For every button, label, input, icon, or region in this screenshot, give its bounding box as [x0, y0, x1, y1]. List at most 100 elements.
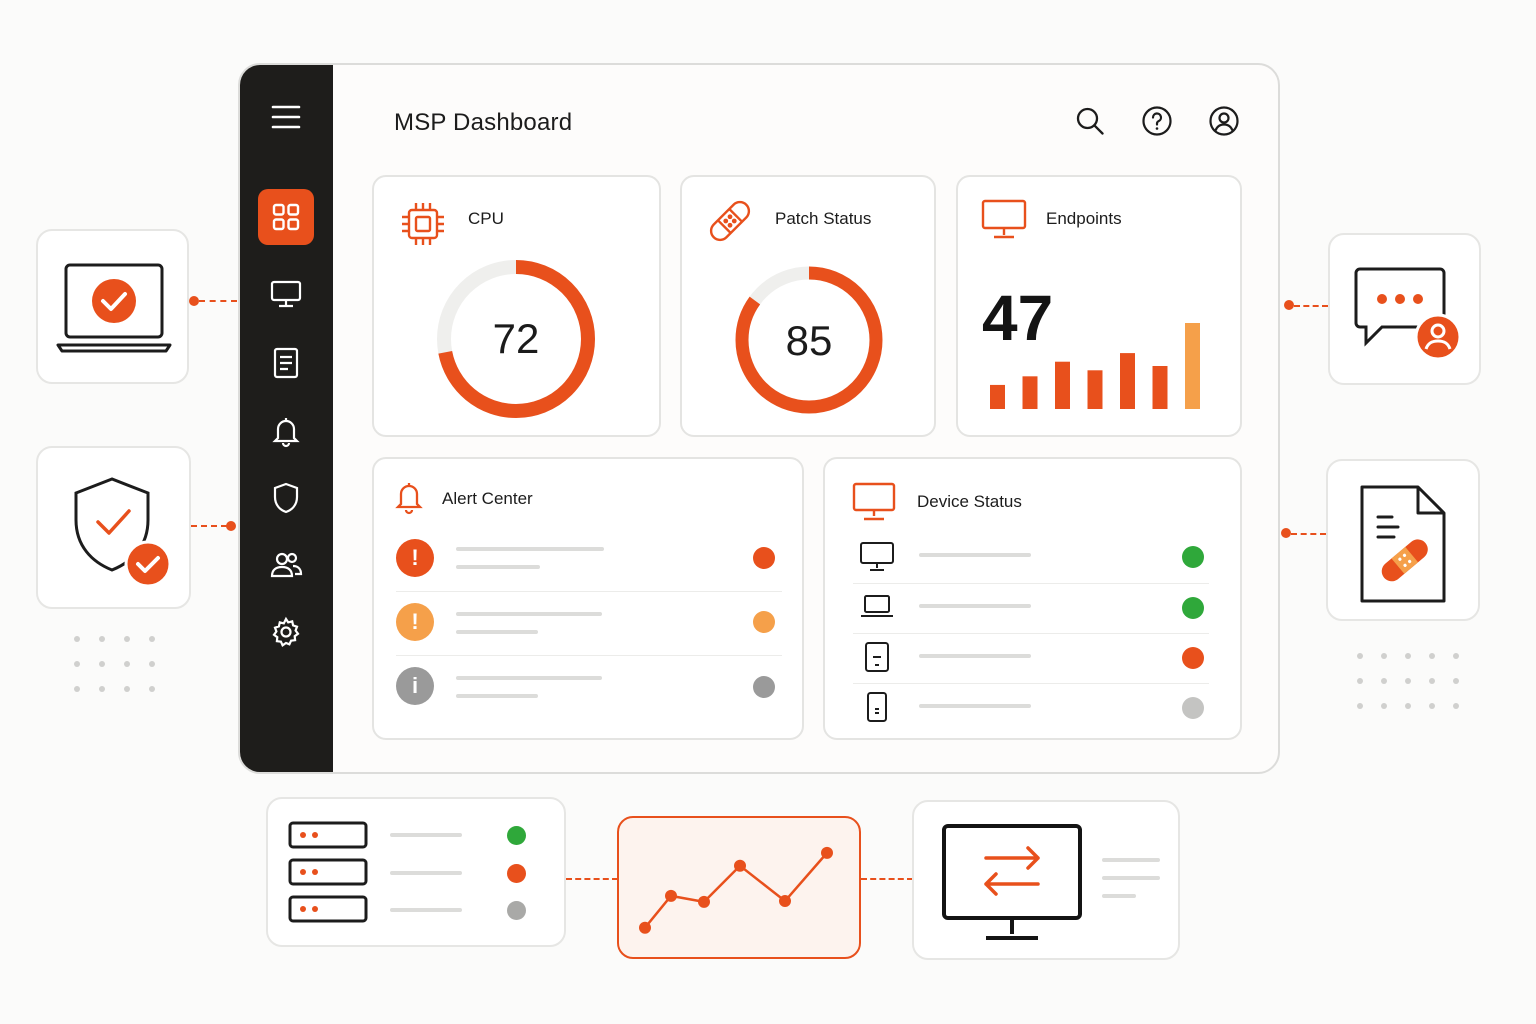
decorative-dot — [1405, 678, 1411, 684]
support-chat-card — [1328, 233, 1481, 385]
decorative-dot — [149, 661, 155, 667]
sidebar-item-dashboard[interactable] — [258, 189, 314, 245]
patch-status-title: Patch Status — [775, 209, 872, 228]
cpu-gauge-arc — [437, 260, 595, 418]
decorative-dot — [1357, 703, 1363, 709]
divider — [853, 683, 1209, 684]
decorative-dot — [74, 636, 80, 642]
trend-point — [779, 895, 791, 908]
decorative-dot — [149, 636, 155, 642]
server-status-dot — [507, 864, 526, 883]
endpoint-bar — [1120, 353, 1135, 409]
decorative-dot — [1429, 703, 1435, 709]
cpu-card[interactable]: CPU 72 — [372, 175, 661, 437]
endpoint-bar — [1087, 370, 1103, 409]
connector-line — [861, 878, 913, 880]
dashboard-grid-icon — [272, 203, 300, 231]
alert-status-dot — [753, 547, 775, 569]
decorative-dot — [1453, 703, 1459, 709]
patch-gauge — [735, 266, 883, 414]
trend-point — [734, 859, 746, 872]
patch-gauge-arc — [735, 266, 883, 414]
decorative-dot — [1357, 678, 1363, 684]
decorative-dot — [74, 686, 80, 692]
endpoints-card[interactable]: Endpoints 47 — [956, 175, 1242, 437]
endpoint-monitor-icon — [981, 199, 1027, 239]
alert-status-dot — [753, 611, 775, 633]
decorative-dot — [1453, 653, 1459, 659]
connector-line — [566, 878, 618, 880]
decorative-dot — [149, 686, 155, 692]
search-button[interactable] — [1074, 105, 1106, 137]
page-title: MSP Dashboard — [394, 109, 573, 136]
decorative-dot — [1405, 703, 1411, 709]
decorative-dot — [1429, 653, 1435, 659]
endpoints-title: Endpoints — [1046, 209, 1122, 228]
tablet-icon — [865, 642, 889, 672]
trend-point — [821, 846, 833, 859]
patch-value: 85 — [785, 317, 833, 364]
cpu-value: 72 — [492, 315, 540, 362]
trend-point — [698, 895, 710, 908]
bell-icon — [272, 418, 300, 448]
help-button[interactable] — [1141, 105, 1173, 137]
sidebar-item-reports[interactable] — [258, 335, 314, 391]
user-account-button[interactable] — [1208, 105, 1240, 137]
warning-alert-icon: ! — [396, 603, 434, 641]
transfer-text-placeholder — [1102, 858, 1160, 862]
endpoints-count: 47 — [982, 282, 1054, 354]
endpoint-bar — [1022, 376, 1038, 409]
data-transfer-card — [912, 800, 1180, 960]
decorative-dot — [124, 661, 130, 667]
decorative-dot — [99, 636, 105, 642]
connector-dot — [189, 296, 199, 306]
patch-status-card[interactable]: Patch Status 85 — [680, 175, 936, 437]
info-alert-icon: i — [396, 667, 434, 705]
shield-icon — [273, 482, 299, 514]
decorative-dot — [124, 686, 130, 692]
divider — [853, 583, 1209, 584]
help-icon — [1142, 106, 1172, 136]
decorative-dot — [1429, 678, 1435, 684]
monitor-icon — [270, 280, 302, 308]
divider — [853, 633, 1209, 634]
sidebar-item-settings[interactable] — [258, 604, 314, 660]
decorative-dot — [99, 686, 105, 692]
server-status-dot — [507, 826, 526, 845]
sidebar-item-users[interactable] — [258, 537, 314, 593]
alert-center-title: Alert Center — [442, 489, 533, 508]
laptop-check-icon — [56, 263, 172, 353]
bandage-icon — [709, 200, 751, 242]
user-account-icon — [1209, 106, 1239, 136]
server-name-placeholder — [390, 833, 462, 837]
sidebar-item-devices[interactable] — [258, 266, 314, 322]
endpoint-bar — [1055, 361, 1070, 409]
device-status-dot — [1182, 697, 1204, 719]
trend-chart-card[interactable] — [617, 816, 861, 959]
divider — [396, 591, 782, 592]
decorative-dot — [74, 661, 80, 667]
patch-document-icon — [1360, 485, 1446, 603]
phone-icon — [867, 692, 887, 722]
alert-subtext-placeholder — [456, 630, 538, 634]
server-status-dot — [507, 901, 526, 920]
device-name-placeholder — [919, 553, 1031, 557]
connector-line — [191, 525, 227, 527]
menu-button[interactable] — [258, 89, 314, 145]
endpoint-bar — [1185, 323, 1200, 409]
connector-line — [1294, 305, 1328, 307]
device-name-placeholder — [919, 704, 1031, 708]
decorative-dot — [1381, 678, 1387, 684]
decorative-dot — [1381, 703, 1387, 709]
critical-alert-icon: ! — [396, 539, 434, 577]
decorative-dot — [1453, 678, 1459, 684]
dashboard-window: MSP Dashboard CPU 72 Patch Status 85 End… — [238, 63, 1280, 774]
server-name-placeholder — [390, 871, 462, 875]
sidebar-item-security[interactable] — [258, 470, 314, 526]
chat-support-icon — [1354, 267, 1462, 361]
decorative-dot — [99, 661, 105, 667]
alert-subtext-placeholder — [456, 565, 540, 569]
sidebar-item-alerts[interactable] — [258, 403, 314, 459]
alert-text-placeholder — [456, 676, 602, 680]
device-status-dot — [1182, 597, 1204, 619]
